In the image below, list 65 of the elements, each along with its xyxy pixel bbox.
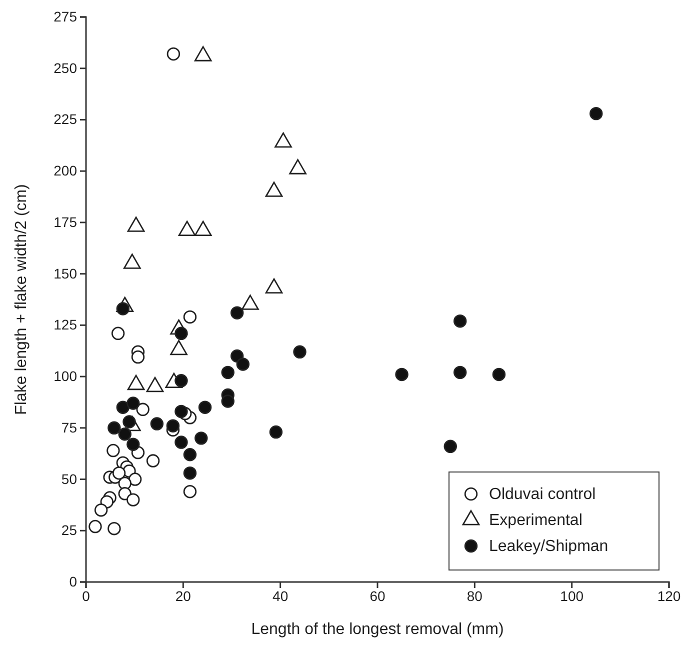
point — [166, 47, 180, 61]
point — [94, 503, 108, 517]
point — [106, 444, 120, 458]
point — [128, 472, 142, 486]
point — [131, 350, 145, 364]
point — [183, 484, 197, 498]
point — [116, 400, 130, 414]
point — [88, 520, 102, 534]
point — [444, 440, 457, 454]
y-tick-label: 275 — [54, 8, 78, 24]
point — [174, 436, 188, 449]
point — [492, 368, 506, 382]
point — [166, 419, 180, 432]
point — [112, 466, 126, 480]
x-tick-label: 20 — [175, 588, 192, 604]
point — [221, 394, 234, 408]
y-tick-label: 0 — [69, 573, 78, 590]
x-tick-label: 100 — [560, 588, 584, 604]
legend-label: Olduvai control — [489, 486, 596, 503]
point — [590, 106, 603, 120]
x-tick-label: 0 — [82, 588, 90, 604]
point — [269, 425, 283, 439]
point — [122, 415, 136, 428]
point — [108, 522, 121, 536]
y-tick-label: 75 — [61, 419, 78, 436]
point — [118, 427, 132, 441]
point — [453, 366, 467, 380]
y-tick-label: 175 — [54, 214, 78, 230]
point — [174, 404, 188, 418]
point — [293, 345, 306, 358]
x-tick-label: 60 — [370, 588, 386, 604]
point — [453, 314, 467, 328]
point — [395, 368, 408, 382]
point — [136, 402, 150, 416]
point — [126, 396, 140, 410]
point — [236, 358, 250, 371]
x-axis-title: Length of the longest removal (mm) — [251, 621, 504, 638]
point — [174, 374, 188, 388]
y-tick-label: 50 — [61, 470, 78, 487]
x-tick-label: 80 — [466, 588, 483, 604]
y-tick-label: 250 — [54, 60, 78, 76]
y-tick-label: 225 — [54, 111, 78, 128]
point — [146, 454, 160, 468]
point — [183, 310, 197, 324]
y-tick-label: 25 — [61, 522, 78, 538]
point — [221, 366, 234, 380]
y-axis-title: Flake length + flake width/2 (cm) — [13, 184, 30, 415]
point — [194, 432, 208, 445]
point — [198, 400, 212, 414]
y-tick-label: 150 — [54, 265, 78, 282]
y-tick-label: 125 — [54, 316, 78, 333]
y-tick-label: 200 — [54, 162, 78, 179]
point — [108, 421, 121, 435]
x-tick-label: 120 — [657, 588, 681, 604]
point — [111, 326, 125, 340]
y-tick-label: 100 — [54, 368, 78, 384]
point — [183, 466, 197, 480]
legend-label: Leakey/Shipman — [489, 538, 608, 555]
point — [126, 438, 140, 451]
point — [183, 448, 197, 462]
point — [230, 306, 244, 320]
x-tick-label: 40 — [272, 588, 288, 604]
point — [126, 493, 140, 506]
legend-label: Experimental — [489, 512, 582, 529]
point — [150, 417, 164, 430]
